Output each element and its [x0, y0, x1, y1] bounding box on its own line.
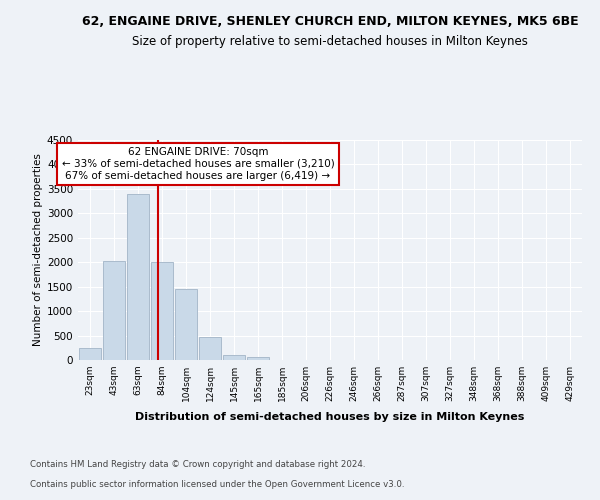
Text: 62, ENGAINE DRIVE, SHENLEY CHURCH END, MILTON KEYNES, MK5 6BE: 62, ENGAINE DRIVE, SHENLEY CHURCH END, M…: [82, 15, 578, 28]
Text: Distribution of semi-detached houses by size in Milton Keynes: Distribution of semi-detached houses by …: [136, 412, 524, 422]
Bar: [79, 348, 101, 360]
Bar: [175, 289, 197, 360]
Text: Contains HM Land Registry data © Crown copyright and database right 2024.: Contains HM Land Registry data © Crown c…: [30, 460, 365, 469]
Bar: [151, 262, 173, 360]
Text: Size of property relative to semi-detached houses in Milton Keynes: Size of property relative to semi-detach…: [132, 35, 528, 48]
Bar: [223, 355, 245, 360]
Bar: [127, 194, 149, 360]
Text: 62 ENGAINE DRIVE: 70sqm
← 33% of semi-detached houses are smaller (3,210)
67% of: 62 ENGAINE DRIVE: 70sqm ← 33% of semi-de…: [62, 148, 334, 180]
Y-axis label: Number of semi-detached properties: Number of semi-detached properties: [33, 154, 43, 346]
Bar: [103, 261, 125, 360]
Bar: [247, 357, 269, 360]
Text: Contains public sector information licensed under the Open Government Licence v3: Contains public sector information licen…: [30, 480, 404, 489]
Bar: [199, 337, 221, 360]
